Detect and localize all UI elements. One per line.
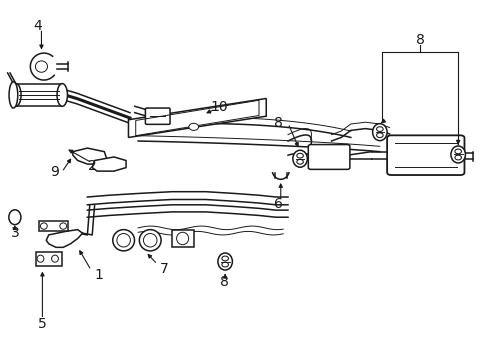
Ellipse shape (9, 82, 18, 108)
Text: 10: 10 (210, 100, 227, 114)
Ellipse shape (450, 146, 465, 163)
Ellipse shape (292, 150, 307, 167)
FancyBboxPatch shape (145, 108, 170, 124)
Text: 9: 9 (50, 165, 60, 179)
Ellipse shape (57, 84, 67, 106)
Ellipse shape (376, 133, 382, 138)
Polygon shape (46, 230, 82, 247)
Ellipse shape (41, 223, 47, 229)
Ellipse shape (9, 210, 21, 225)
Ellipse shape (296, 159, 303, 164)
Text: 8: 8 (415, 33, 424, 47)
Circle shape (188, 123, 198, 130)
Ellipse shape (52, 255, 58, 262)
Ellipse shape (296, 153, 303, 158)
Text: 7: 7 (159, 262, 168, 276)
Polygon shape (92, 157, 126, 171)
Ellipse shape (372, 123, 386, 141)
Text: 4: 4 (33, 19, 42, 33)
Polygon shape (16, 84, 62, 106)
Polygon shape (36, 252, 62, 266)
Text: 8: 8 (274, 116, 283, 130)
Ellipse shape (37, 255, 44, 262)
Ellipse shape (60, 223, 66, 229)
Ellipse shape (113, 230, 134, 251)
Ellipse shape (454, 155, 461, 160)
Ellipse shape (454, 149, 461, 154)
Polygon shape (39, 221, 68, 231)
Ellipse shape (139, 230, 161, 251)
Ellipse shape (376, 127, 382, 131)
Text: 6: 6 (273, 197, 282, 211)
Ellipse shape (222, 256, 228, 261)
Ellipse shape (222, 262, 228, 267)
Text: 3: 3 (10, 226, 19, 240)
Polygon shape (172, 230, 193, 247)
Polygon shape (73, 148, 106, 164)
FancyBboxPatch shape (308, 145, 349, 169)
Ellipse shape (11, 84, 21, 106)
Ellipse shape (218, 253, 232, 270)
Polygon shape (128, 99, 265, 138)
Text: 2: 2 (88, 159, 97, 173)
Text: 8: 8 (219, 275, 228, 289)
Text: 5: 5 (38, 316, 47, 330)
Text: 1: 1 (94, 267, 103, 282)
FancyBboxPatch shape (386, 135, 464, 175)
